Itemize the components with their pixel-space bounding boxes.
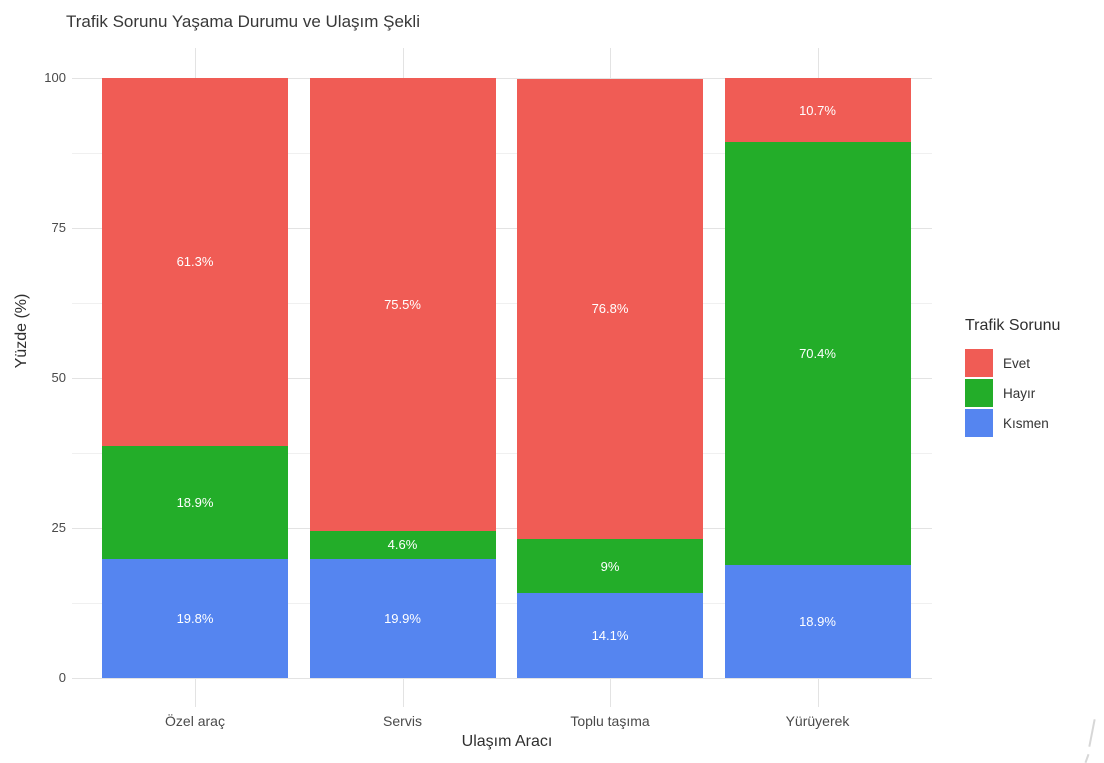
legend: Trafik Sorunu Evet Hayır Kısmen — [965, 317, 1060, 439]
legend-item-evet: Evet — [965, 349, 1060, 377]
bar-value-label-ozel-arac-hayir: 18.9% — [176, 494, 214, 510]
bar-value-label-toplu-tasima-hayir: 9% — [600, 558, 620, 574]
legend-label-evet: Evet — [1003, 355, 1031, 371]
bar-value-label-yuruyerek-hayir: 70.4% — [799, 345, 836, 361]
x-tick-label-toplu-tasima: Toplu taşıma — [570, 713, 650, 729]
y-tick-label: 75 — [51, 220, 66, 235]
legend-swatch-hayir — [965, 379, 993, 407]
gridline-major-horizontal — [72, 528, 932, 529]
bar-segment-servis-hayir: 4.6% — [309, 531, 496, 559]
chart-title: Trafik Sorunu Yaşama Durumu ve Ulaşım Şe… — [66, 12, 420, 31]
x-tick-label-servis: Servis — [383, 713, 422, 729]
legend-item-kismen: Kısmen — [965, 409, 1060, 437]
bar-segment-servis-kismen: 19.9% — [309, 558, 496, 678]
bar-segment-yuruyerek-kismen: 18.9% — [724, 564, 911, 678]
gridline-minor-horizontal — [72, 303, 932, 304]
bar-value-label-ozel-arac-evet: 61.3% — [176, 254, 214, 270]
bar-segment-servis-evet: 75.5% — [309, 78, 496, 531]
y-tick-label: 100 — [44, 70, 66, 85]
y-tick-label: 0 — [58, 670, 66, 685]
bar-value-label-toplu-tasima-kismen: 14.1% — [591, 628, 629, 644]
bar-value-label-yuruyerek-kismen: 18.9% — [799, 613, 836, 629]
legend-items: Evet Hayır Kısmen — [965, 349, 1060, 437]
bar-segment-toplu-tasima-kismen: 14.1% — [517, 593, 703, 678]
gridline-major-horizontal — [72, 378, 932, 379]
legend-swatch-kismen — [965, 409, 993, 437]
bar-value-label-servis-evet: 75.5% — [384, 297, 421, 312]
legend-label-hayir: Hayır — [1003, 385, 1036, 401]
bar-segment-yuruyerek-hayir: 70.4% — [724, 142, 911, 565]
x-tick-label-ozel-arac: Özel araç — [165, 713, 225, 729]
gridline-major-horizontal — [72, 678, 932, 679]
y-tick-label: 25 — [51, 520, 66, 535]
gridline-minor-horizontal — [72, 153, 932, 154]
bar-value-label-yuruyerek-evet: 10.7% — [799, 102, 836, 118]
x-axis-title: Ulaşım Aracı — [461, 733, 553, 750]
legend-title: Trafik Sorunu — [965, 317, 1061, 334]
bar-segment-toplu-tasima-hayir: 9% — [517, 539, 703, 594]
gridline-minor-horizontal — [72, 603, 932, 604]
bar-value-label-ozel-arac-kismen: 19.8% — [176, 611, 214, 627]
legend-swatch-evet — [965, 349, 993, 377]
bar-value-label-servis-kismen: 19.9% — [384, 610, 421, 626]
y-tick-label: 50 — [51, 370, 66, 385]
legend-item-hayir: Hayır — [965, 379, 1060, 407]
x-tick-label-yuruyerek: Yürüyerek — [785, 713, 850, 729]
gridline-major-horizontal — [72, 228, 932, 229]
bar-value-label-toplu-tasima-evet: 76.8% — [591, 301, 629, 317]
gridline-minor-horizontal — [72, 453, 932, 454]
bar-segment-yuruyerek-evet: 10.7% — [724, 78, 911, 143]
bar-segment-ozel-arac-evet: 61.3% — [102, 78, 288, 446]
bar-segment-toplu-tasima-evet: 76.8% — [517, 78, 703, 540]
legend-label-kismen: Kısmen — [1003, 415, 1049, 431]
bar-segment-ozel-arac-hayir: 18.9% — [102, 445, 288, 560]
bar-value-label-servis-hayir: 4.6% — [387, 537, 418, 553]
bar-segment-ozel-arac-kismen: 19.8% — [102, 559, 288, 678]
gridline-major-horizontal — [72, 78, 932, 79]
